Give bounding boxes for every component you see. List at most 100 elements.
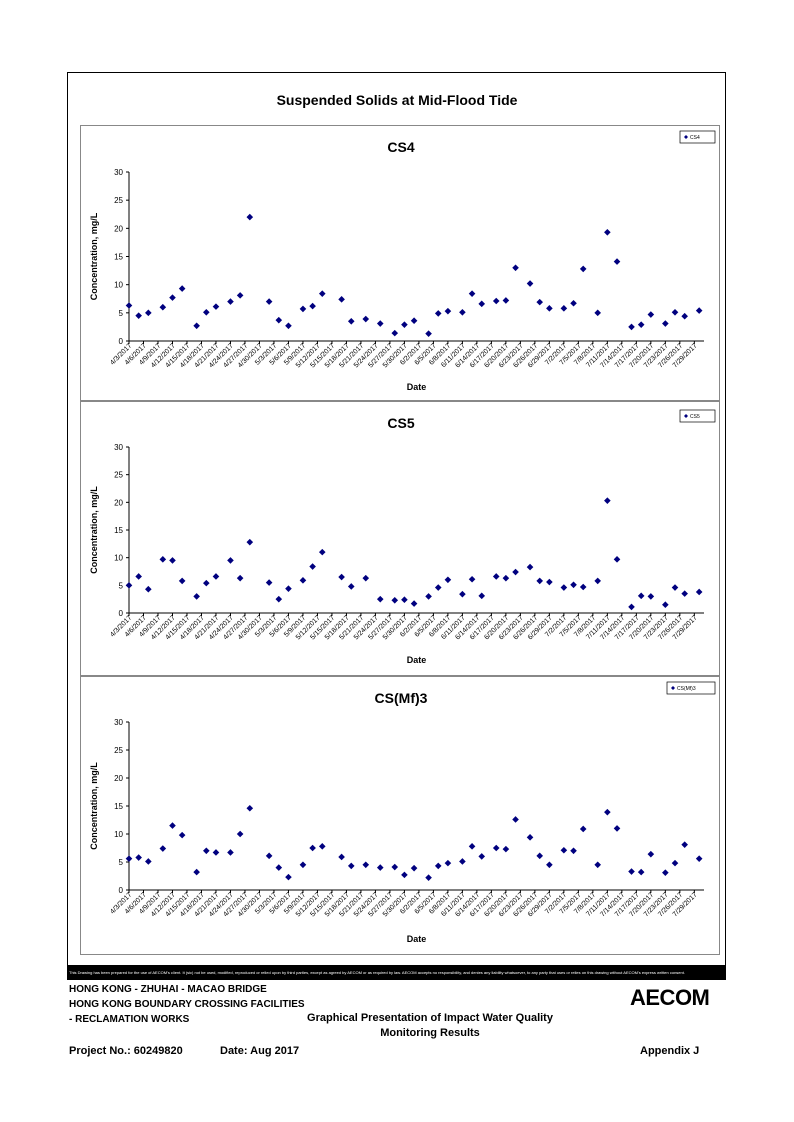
data-point <box>299 305 307 313</box>
data-point <box>135 312 142 319</box>
appendix-label: Appendix J <box>640 1045 700 1057</box>
data-point <box>275 595 283 603</box>
data-point <box>285 322 292 330</box>
data-point <box>401 871 408 879</box>
data-point <box>459 308 466 316</box>
data-point <box>169 294 176 301</box>
data-point <box>299 577 307 584</box>
chart-title: CS(Mf)3 <box>375 690 428 706</box>
data-point <box>159 845 167 852</box>
data-point <box>212 573 220 580</box>
data-point <box>502 297 510 304</box>
data-point <box>212 303 220 310</box>
data-point <box>193 593 200 600</box>
data-point <box>444 307 452 315</box>
data-point <box>410 864 418 872</box>
y-tick-label: 5 <box>119 309 124 318</box>
drawing-title-2: Monitoring Results <box>380 1027 480 1039</box>
data-point <box>285 585 292 592</box>
y-tick-label: 5 <box>119 581 124 590</box>
data-point <box>502 845 510 853</box>
data-point <box>410 317 418 325</box>
data-point <box>178 831 186 839</box>
chart-panel-cs4: CS4 0 5 10 15 20 25 30 4/3/2017 4/6/2017 4/9/2017 4… <box>80 125 720 401</box>
data-point <box>459 858 466 865</box>
data-point <box>681 590 688 597</box>
data-point <box>546 578 553 586</box>
data-point <box>203 308 210 316</box>
data-point <box>309 563 316 570</box>
data-point <box>362 574 370 582</box>
project-number: Project No.: 60249820 <box>69 1045 183 1057</box>
data-point <box>604 228 611 236</box>
data-point <box>468 575 476 583</box>
data-point <box>536 298 544 306</box>
data-point <box>662 601 669 608</box>
data-point <box>169 822 176 829</box>
data-point <box>145 309 152 317</box>
chart-svg: CS50510152025304/3/20174/6/20174/9/20174… <box>89 409 716 665</box>
data-point <box>681 312 688 320</box>
data-point <box>425 874 432 881</box>
data-point <box>285 873 292 881</box>
data-point <box>425 593 432 600</box>
data-point <box>212 849 220 856</box>
data-point <box>444 576 452 584</box>
y-tick-label: 20 <box>114 774 123 783</box>
data-point <box>681 841 688 848</box>
data-point <box>309 844 316 852</box>
project-line-3: - RECLAMATION WORKS <box>69 1014 190 1025</box>
y-axis-label: Concentration, mg/L <box>89 762 99 850</box>
y-tick-label: 10 <box>114 281 123 290</box>
data-point <box>594 577 601 585</box>
data-point <box>526 280 534 287</box>
legend: CS4 <box>679 130 716 144</box>
data-point <box>570 847 577 855</box>
data-point <box>391 596 399 604</box>
data-point <box>647 311 655 318</box>
data-point <box>434 310 442 317</box>
data-point <box>492 844 500 852</box>
legend-marker <box>684 135 688 139</box>
y-tick-label: 15 <box>114 253 123 262</box>
data-point <box>401 321 408 328</box>
data-point <box>318 548 326 556</box>
data-point <box>613 825 621 832</box>
data-point <box>637 321 645 328</box>
y-tick-label: 25 <box>114 196 123 205</box>
data-point <box>478 300 486 308</box>
legend-box <box>679 130 716 144</box>
data-point <box>227 557 234 564</box>
y-tick-label: 30 <box>114 168 123 177</box>
project-line-2: HONG KONG BOUNDARY CROSSING FACILITIES <box>69 999 305 1010</box>
data-point <box>236 292 244 299</box>
data-point <box>468 843 476 850</box>
chart-panel-cs5: CS5 0 5 10 15 20 25 30 4/3/2017 4/6/2017 4/9/2017 4… <box>80 401 720 676</box>
data-point <box>362 861 370 869</box>
data-point <box>647 593 655 600</box>
y-axis-label: Concentration, mg/L <box>89 486 99 574</box>
data-point <box>512 568 519 576</box>
data-point <box>178 577 186 585</box>
legend-label: CS4 <box>690 135 700 141</box>
data-point <box>145 585 152 593</box>
legend-box <box>679 409 716 423</box>
x-axis-label: Date <box>407 655 427 665</box>
data-point <box>560 846 568 854</box>
data-point <box>318 843 326 850</box>
data-point <box>560 305 568 312</box>
data-point <box>236 830 244 838</box>
data-point <box>193 322 200 330</box>
y-tick-label: 0 <box>119 609 124 618</box>
data-point <box>125 302 133 309</box>
data-point <box>362 315 370 323</box>
aecom-logo: AECOM <box>630 985 710 1010</box>
data-point <box>546 861 553 869</box>
data-point <box>560 584 568 591</box>
data-point <box>579 583 587 591</box>
data-point <box>478 592 486 600</box>
data-point <box>318 290 326 297</box>
data-point <box>347 583 355 590</box>
legend-label: CS5 <box>690 414 700 420</box>
data-point <box>434 862 442 870</box>
